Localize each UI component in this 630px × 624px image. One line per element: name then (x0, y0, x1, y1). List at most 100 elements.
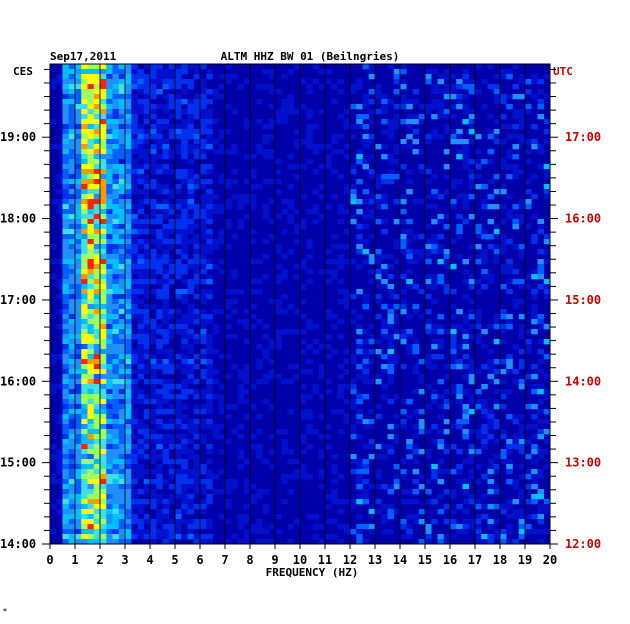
spectrogram-cell (81, 329, 88, 335)
spectrogram-cell (337, 174, 345, 180)
spectrogram-cell (175, 249, 182, 255)
spectrogram-cell (287, 154, 295, 160)
spectrogram-cell (350, 169, 357, 175)
spectrogram-cell (537, 349, 545, 355)
spectrogram-cell (475, 309, 482, 315)
spectrogram-cell (537, 314, 545, 320)
spectrogram-cell (381, 394, 388, 400)
spectrogram-cell (218, 409, 226, 415)
spectrogram-cell (481, 204, 488, 210)
spectrogram-cell (206, 69, 213, 75)
spectrogram-cell (206, 334, 213, 340)
spectrogram-cell (431, 324, 438, 330)
spectrogram-cell (412, 489, 420, 495)
spectrogram-cell (150, 524, 157, 530)
spectrogram-cell (375, 184, 382, 190)
spectrogram-cell (143, 399, 151, 405)
spectrogram-cell (343, 384, 351, 390)
spectrogram-cell (225, 314, 232, 320)
spectrogram-cell (56, 464, 63, 470)
spectrogram-cell (518, 444, 526, 450)
spectrogram-cell (93, 199, 101, 205)
spectrogram-cell (112, 469, 120, 475)
y-tick-label-local: 17:00 (0, 293, 36, 307)
spectrogram-cell (143, 229, 151, 235)
spectrogram-cell (393, 304, 401, 310)
spectrogram-cell (268, 199, 276, 205)
spectrogram-cell (318, 394, 326, 400)
spectrogram-cell (50, 199, 57, 205)
spectrogram-cell (125, 499, 132, 505)
spectrogram-cell (193, 254, 201, 260)
spectrogram-cell (168, 314, 176, 320)
spectrogram-cell (118, 214, 126, 220)
spectrogram-cell (106, 519, 113, 525)
spectrogram-cell (193, 339, 201, 345)
spectrogram-cell (262, 399, 270, 405)
spectrogram-cell (325, 249, 332, 255)
spectrogram-cell (81, 344, 88, 350)
spectrogram-cell (400, 119, 407, 125)
spectrogram-cell (137, 154, 145, 160)
spectrogram-cell (443, 264, 451, 270)
spectrogram-cell (406, 189, 413, 195)
spectrogram-cell (81, 79, 88, 85)
spectrogram-cell (493, 314, 501, 320)
spectrogram-cell (118, 434, 126, 440)
spectrogram-cell (450, 129, 457, 135)
spectrogram-cell (256, 524, 263, 530)
spectrogram-cell (56, 144, 63, 150)
spectrogram-cell (537, 369, 545, 375)
spectrogram-cell (250, 304, 257, 310)
spectrogram-cell (181, 79, 188, 85)
spectrogram-cell (200, 294, 207, 300)
spectrogram-cell (300, 164, 307, 170)
spectrogram-cell (175, 474, 182, 480)
spectrogram-cell (400, 249, 407, 255)
spectrogram-cell (318, 109, 326, 115)
spectrogram-cell (162, 409, 170, 415)
spectrogram-cell (356, 79, 363, 85)
spectrogram-cell (493, 419, 501, 425)
spectrogram-cell (75, 159, 82, 165)
spectrogram-cell (206, 244, 213, 250)
spectrogram-cell (337, 409, 345, 415)
spectrogram-cell (131, 214, 138, 220)
spectrogram-cell (131, 334, 138, 340)
spectrogram-cell (387, 289, 395, 295)
spectrogram-cell (518, 94, 526, 100)
spectrogram-cell (143, 244, 151, 250)
spectrogram-cell (256, 529, 263, 535)
spectrogram-cell (443, 429, 451, 435)
spectrogram-cell (168, 349, 176, 355)
spectrogram-cell (100, 364, 107, 370)
spectrogram-cell (218, 424, 226, 430)
spectrogram-cell (518, 364, 526, 370)
spectrogram-cell (62, 79, 70, 85)
spectrogram-cell (350, 379, 357, 385)
spectrogram-cell (393, 509, 401, 515)
spectrogram-cell (468, 89, 476, 95)
spectrogram-cell (62, 339, 70, 345)
spectrogram-cell (143, 194, 151, 200)
spectrogram-cell (506, 439, 513, 445)
spectrogram-cell (268, 464, 276, 470)
spectrogram-cell (512, 174, 520, 180)
spectrogram-cell (212, 264, 220, 270)
spectrogram-cell (475, 524, 482, 530)
spectrogram-cell (200, 164, 207, 170)
spectrogram-cell (375, 414, 382, 420)
spectrogram-cell (68, 524, 76, 530)
spectrogram-cell (400, 299, 407, 305)
spectrogram-cell (337, 429, 345, 435)
spectrogram-cell (162, 314, 170, 320)
spectrogram-cell (200, 194, 207, 200)
spectrogram-cell (93, 439, 101, 445)
spectrogram-cell (175, 229, 182, 235)
spectrogram-cell (68, 234, 76, 240)
spectrogram-cell (518, 284, 526, 290)
spectrogram-cell (487, 274, 495, 280)
spectrogram-cell (537, 164, 545, 170)
spectrogram-cell (106, 274, 113, 280)
spectrogram-cell (62, 499, 70, 505)
